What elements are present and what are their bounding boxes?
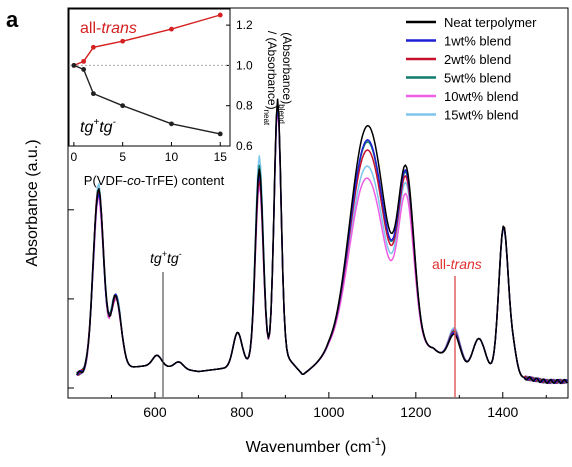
main-x-tick-label: 1000 [313,404,344,420]
inset-data-point [90,44,96,50]
inset-lines [71,12,223,137]
inset-y-tick-label: 0.8 [236,99,253,113]
inset-data-point [81,67,87,72]
inset-data-point [81,58,87,64]
inset-y-axis-label-2: / (Absorbance)neat [262,31,279,126]
inset-x-tick-label: 10 [165,150,179,164]
inset-data-point [90,91,96,97]
spectrum-line [76,98,568,385]
legend-label: 2wt% blend [444,52,511,67]
legend: Neat terpolymer 1wt% blend 2wt% blend 5wt% … [406,15,537,123]
inset-all-trans-label: all-trans [80,20,137,37]
main-x-tick-label: 800 [230,404,254,420]
inset-frame [68,8,231,147]
inset-data-point [120,103,126,109]
inset-data-point [217,131,223,137]
main-plot-frame [67,7,569,399]
all-trans-annotation-label: all-trans [432,256,482,272]
panel-label: a [6,7,19,32]
main-x-ticks: 600 800 1000 1200 1400 [110,392,547,420]
inset-data-point [120,38,126,44]
spectra-lines [76,98,568,385]
inset-x-tick-label: 15 [214,150,228,164]
legend-label: 1wt% blend [444,34,511,49]
main-y-axis-label: Absorbance (a.u.) [24,139,41,266]
legend-label: 10wt% blend [444,89,518,104]
tg-annotation-label: tg+tg- [150,249,182,266]
inset-y-tick-label: 1.0 [236,58,253,72]
legend-label: 15wt% blend [444,108,518,123]
inset-x-tick-label: 0 [71,150,78,164]
inset-tg-label: tg+tg- [80,117,117,136]
inset-ticks: 0 5 10 15 0.6 0.8 1.0 1.2 [69,18,253,164]
inset-y-tick-label: 0.6 [236,139,253,153]
main-x-tick-label: 600 [143,404,167,420]
inset-data-point [169,26,174,32]
inset-y-tick-label: 1.2 [236,18,253,32]
inset-x-tick-label: 5 [119,150,126,164]
spectrum-line [76,108,568,385]
legend-label: 5wt% blend [444,71,511,86]
inset-data-point [71,63,77,68]
inset-data-point [169,121,174,127]
inset-x-axis-label: P(VDF-co-TrFE) content [84,173,225,188]
legend-label: Neat terpolymer [444,15,537,30]
inset-y-axis-label-1: (Absorbance)blend [277,32,294,124]
main-x-tick-label: 1400 [487,404,518,420]
inset-data-point [217,12,223,18]
inset-plot: 0 5 10 15 0.6 0.8 1.0 1.2 all-trans tg+tg- P(VD… [68,8,294,188]
main-x-tick-label: 1200 [400,404,431,420]
main-x-axis-label: Wavenumber (cm-1) [246,436,387,456]
